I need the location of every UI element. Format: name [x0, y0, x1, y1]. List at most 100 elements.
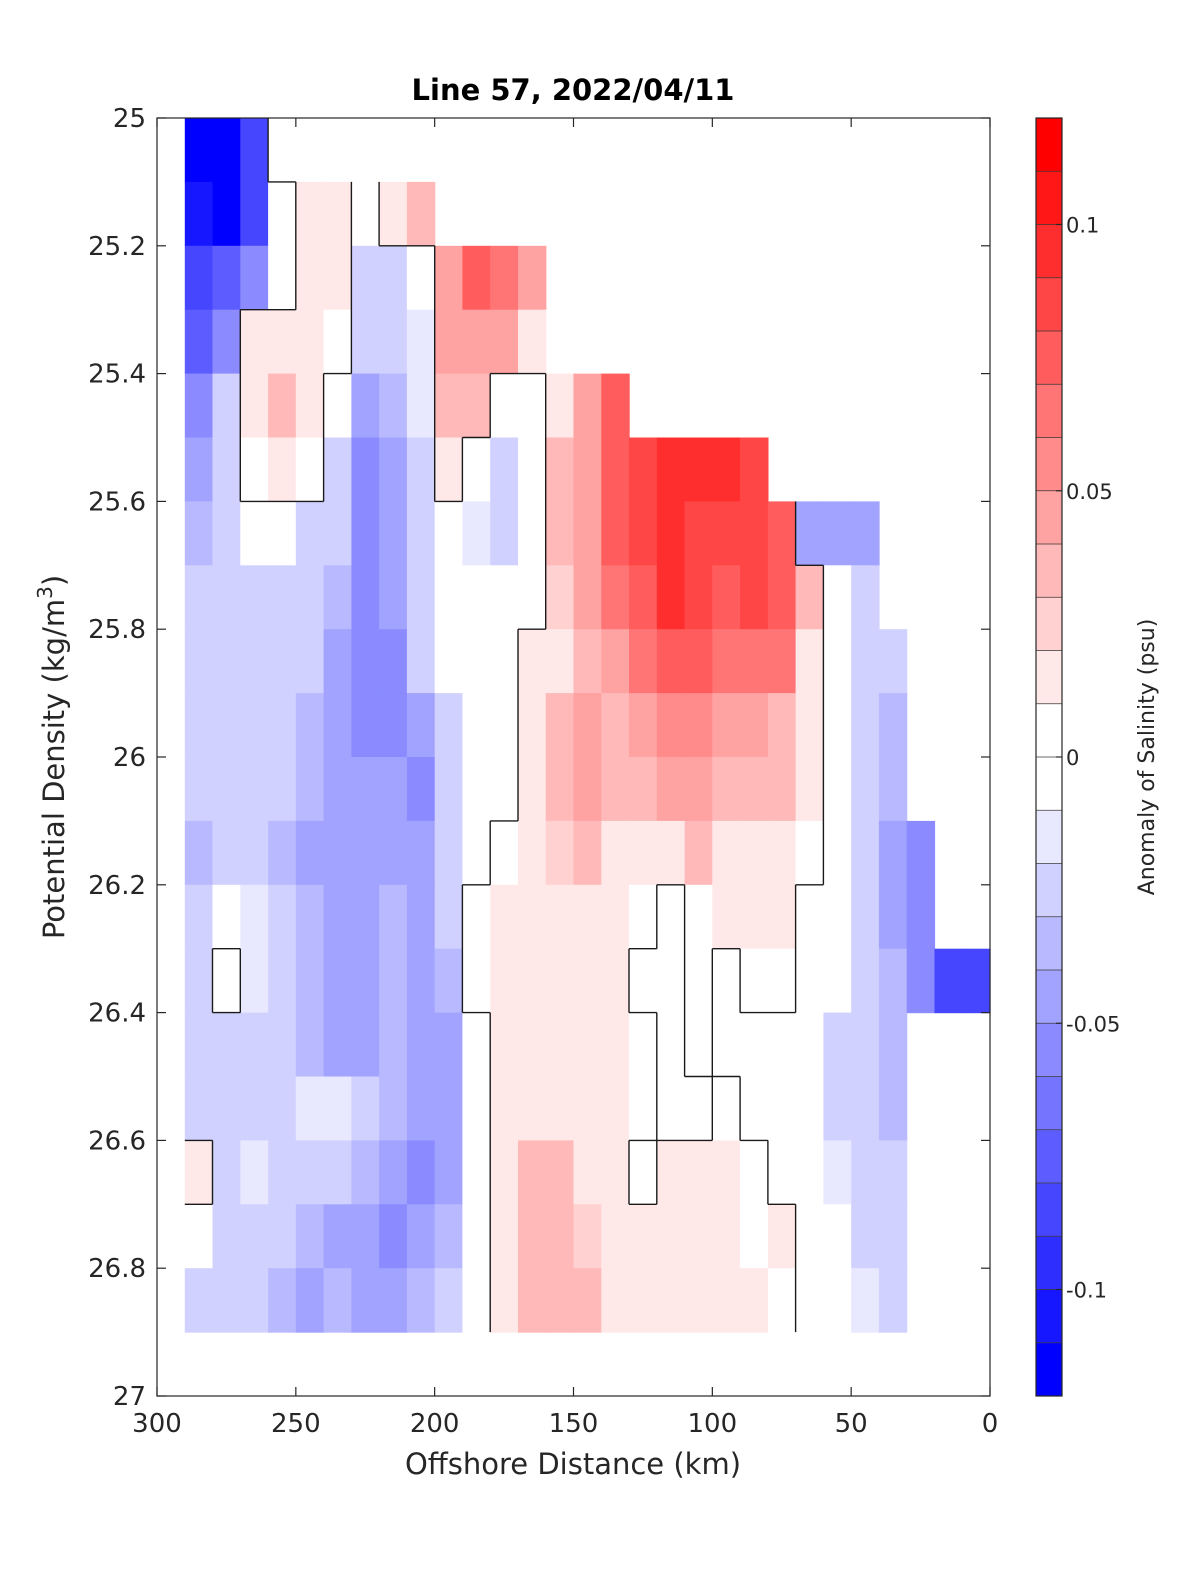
chart-title: Line 57, 2022/04/11 — [412, 73, 735, 107]
heatmap-cell — [462, 693, 491, 758]
heatmap-cell — [767, 1268, 797, 1333]
heatmap-cell — [268, 373, 297, 439]
heatmap-cell — [268, 501, 297, 566]
heatmap-cell — [823, 629, 852, 694]
heatmap-cell — [240, 1140, 269, 1205]
heatmap-cell — [295, 884, 325, 950]
heatmap-cell — [795, 757, 824, 822]
heatmap-cell — [295, 1012, 325, 1078]
heatmap-cell — [490, 1204, 519, 1269]
heatmap-cell — [240, 565, 269, 630]
colorbar-bin — [1036, 384, 1062, 438]
heatmap-cell — [629, 1204, 658, 1269]
colorbar-bin — [1036, 437, 1062, 492]
y-axis-title-end: ) — [37, 575, 71, 586]
heatmap-cell — [268, 629, 297, 694]
heatmap-cell — [184, 181, 214, 247]
heatmap-cell — [656, 501, 686, 566]
heatmap-cell — [629, 501, 658, 566]
heatmap-cell — [184, 757, 214, 822]
heatmap-cell — [629, 757, 658, 822]
heatmap-cell — [268, 884, 297, 950]
y-axis-title-superscript: 3 — [33, 586, 57, 599]
heatmap-cell — [406, 948, 436, 1014]
heatmap-cell — [434, 1204, 464, 1269]
colorbar-bin — [1036, 1183, 1062, 1237]
heatmap-cell — [212, 820, 241, 886]
heatmap-cell — [323, 373, 352, 439]
heatmap-cell — [573, 1204, 602, 1269]
heatmap-cell — [240, 757, 269, 822]
heatmap-cell — [767, 884, 797, 950]
heatmap-cell — [462, 1268, 491, 1333]
heatmap-cell — [379, 245, 408, 311]
heatmap-cell — [434, 820, 464, 886]
heatmap-cell — [601, 1268, 630, 1333]
heatmap-cell — [379, 693, 408, 758]
heatmap-cell — [323, 1204, 352, 1269]
heatmap-cell — [323, 309, 352, 375]
heatmap-cell — [851, 1076, 880, 1141]
heatmap-cell — [323, 1268, 352, 1333]
heatmap-cell — [184, 693, 214, 758]
heatmap-cell — [351, 1204, 380, 1269]
heatmap-cell — [518, 948, 547, 1014]
heatmap-cell — [629, 437, 658, 502]
heatmap-cell — [268, 1268, 297, 1333]
heatmap-cell — [379, 1268, 408, 1333]
y-axis-ticks: 25 25.2 25.4 25.6 25.8 26 26.2 26.4 26.6 26.8 27 — [88, 104, 990, 1412]
heatmap-cell — [767, 1204, 797, 1269]
heatmap-cell — [573, 565, 602, 630]
colorbar-tick-label: 0 — [1066, 746, 1079, 770]
heatmap-cell — [684, 1204, 713, 1269]
heatmap-cell — [184, 118, 214, 183]
heatmap-cell — [656, 693, 686, 758]
zero-contour-line — [184, 118, 825, 1333]
heatmap-cell — [906, 820, 936, 886]
heatmap-cell — [684, 1268, 713, 1333]
colorbar-bin — [1036, 490, 1062, 545]
heatmap-cell — [379, 501, 408, 566]
heatmap-cell — [962, 948, 991, 1014]
heatmap-cell — [684, 884, 713, 950]
colorbar-bin — [1036, 331, 1062, 385]
heatmap-cell — [268, 1012, 297, 1078]
heatmap-cell — [878, 757, 908, 822]
heatmap-cell — [601, 884, 630, 950]
heatmap-cell — [878, 1012, 908, 1078]
heatmap-cell — [767, 1076, 797, 1141]
heatmap-cell — [629, 820, 658, 886]
heatmap-cell — [795, 1012, 824, 1078]
heatmap-cell — [656, 757, 686, 822]
heatmap-cell — [767, 501, 797, 566]
heatmap-cell — [712, 948, 741, 1014]
heatmap-cell — [379, 757, 408, 822]
heatmap-cell — [212, 1012, 241, 1078]
heatmap-cell — [406, 757, 436, 822]
heatmap-cell — [629, 1140, 658, 1205]
heatmap-cell — [351, 565, 380, 630]
heatmap-cell — [656, 1076, 686, 1141]
heatmap-cell — [518, 1204, 547, 1269]
heatmap-cell — [518, 629, 547, 694]
heatmap-cell — [684, 629, 713, 694]
heatmap-cell — [518, 1076, 547, 1141]
heatmap-cell — [351, 884, 380, 950]
heatmap-cell — [518, 309, 547, 375]
heatmap-cell — [240, 948, 269, 1014]
heatmap-cell — [406, 245, 436, 311]
heatmap-cell — [184, 820, 214, 886]
heatmap-cell — [351, 629, 380, 694]
heatmap-cell — [212, 1140, 241, 1205]
heatmap-cell — [490, 1140, 519, 1205]
heatmap-cell — [767, 565, 797, 630]
heatmap-cell — [573, 884, 602, 950]
heatmap-cell — [545, 820, 575, 886]
heatmap-cell — [851, 1204, 880, 1269]
heatmap-cell — [240, 309, 269, 375]
heatmap-cell — [795, 1204, 824, 1269]
heatmap-cell — [379, 309, 408, 375]
heatmap-cell — [629, 1268, 658, 1333]
colorbar-tick-label: 0.05 — [1066, 480, 1113, 504]
y-tick-label: 25.2 — [88, 232, 146, 262]
